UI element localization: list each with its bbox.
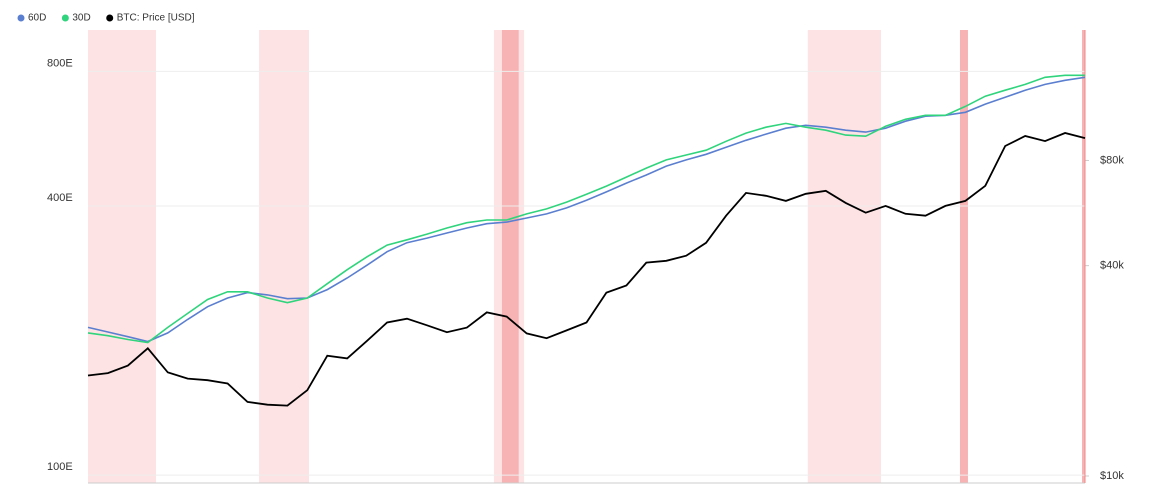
legend-label: 60D — [28, 13, 46, 24]
legend-marker — [17, 14, 25, 22]
shaded-region — [1082, 30, 1085, 483]
legend-label: 30D — [72, 13, 90, 24]
y-tick-label: 800E — [47, 57, 73, 69]
legend: 60D 30D BTC: Price [USD] — [17, 13, 195, 24]
y2-tick-label: $10k — [1100, 470, 1124, 482]
series-line — [87, 74, 1085, 344]
shaded-region — [501, 30, 519, 483]
series-line — [87, 76, 1086, 343]
shaded-region — [807, 30, 882, 483]
y2-tick-label: $40k — [1100, 260, 1124, 272]
shaded-region — [88, 30, 156, 483]
shaded-region — [959, 30, 968, 483]
y-tick-label: 100E — [47, 461, 73, 473]
y2-tick-label: $80k — [1100, 154, 1124, 166]
series-line — [87, 132, 1086, 407]
legend-marker — [106, 14, 114, 22]
legend-marker — [61, 14, 69, 22]
y-tick-label: 400E — [47, 192, 73, 204]
legend-label: BTC: Price [USD] — [117, 13, 195, 24]
shaded-region — [259, 30, 309, 483]
